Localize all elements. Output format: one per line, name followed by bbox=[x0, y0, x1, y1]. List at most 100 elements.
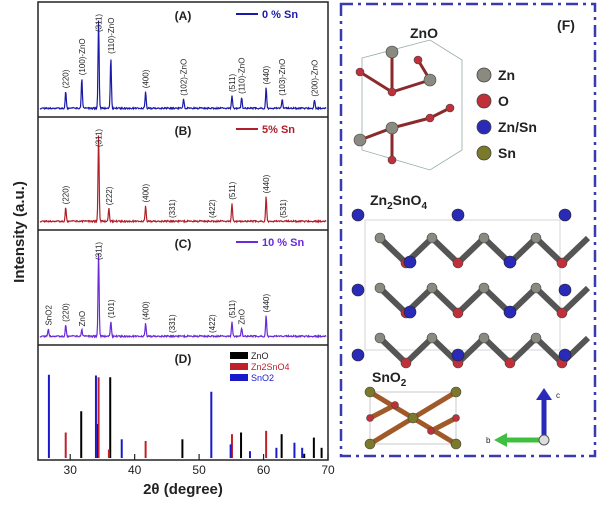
peak-label: (110)-ZnO bbox=[238, 58, 247, 94]
zn2sno4-atom-znsn bbox=[503, 305, 517, 319]
zn2sno4-atom-zn bbox=[426, 332, 438, 344]
zn2sno4-label: Zn2SnO4 bbox=[370, 192, 427, 212]
zn2sno4-bond bbox=[429, 235, 461, 266]
zn2sno4-atom-znsn bbox=[451, 348, 465, 362]
x-axis: 30 40 50 60 70 bbox=[64, 454, 335, 477]
peak-label: (311) bbox=[95, 129, 104, 147]
legend-label: 5% Sn bbox=[262, 124, 295, 136]
zn2sno4-atom-znsn bbox=[503, 255, 517, 269]
zn2sno4-atom-znsn bbox=[558, 348, 572, 362]
peak-label: (422) bbox=[208, 314, 217, 333]
zn2sno4-atom-zn bbox=[478, 232, 490, 244]
legend-swatch bbox=[230, 363, 248, 370]
sno2-atom-o bbox=[427, 427, 435, 435]
peak-label: ZnO bbox=[238, 309, 247, 325]
b-axis-label: b bbox=[486, 436, 491, 445]
zn2sno4-atom-znsn bbox=[403, 305, 417, 319]
panel-label-B: (B) bbox=[175, 124, 192, 138]
zn2sno4-bond bbox=[455, 285, 487, 316]
sno2-bond bbox=[429, 415, 458, 434]
zn2sno4-atom-znsn bbox=[558, 208, 572, 222]
legend-atom-label: Sn bbox=[498, 145, 516, 161]
peak-label: (331) bbox=[168, 199, 177, 218]
sno2-bond bbox=[368, 415, 415, 447]
spectrum-A bbox=[39, 20, 327, 111]
legend-atom-label: O bbox=[498, 93, 509, 109]
panel-label-C: (C) bbox=[175, 237, 192, 251]
legend-atom-label: Zn bbox=[498, 67, 515, 83]
zn2sno4-bond bbox=[533, 335, 565, 366]
legend-atom-zn-sn bbox=[476, 119, 492, 135]
sno2-atom-o bbox=[391, 401, 399, 409]
spectrum-C bbox=[39, 253, 327, 339]
zn2sno4-atom-znsn bbox=[558, 283, 572, 297]
sno2-atom-sn bbox=[450, 438, 462, 450]
peak-label: (400) bbox=[142, 69, 151, 88]
legend-label: ZnO bbox=[251, 351, 269, 361]
zn2sno4-atom-zn bbox=[426, 282, 438, 294]
zno-atom bbox=[387, 155, 397, 165]
legend-label: 10 % Sn bbox=[262, 237, 304, 249]
sno2-atom-o bbox=[452, 414, 460, 422]
x-tick-label: 50 bbox=[192, 463, 206, 477]
zno-bond bbox=[359, 70, 393, 94]
peak-label: (531) bbox=[279, 199, 288, 218]
legend-atom-sn bbox=[476, 145, 492, 161]
zn2sno4-bond bbox=[377, 335, 409, 366]
zno-atom bbox=[413, 55, 423, 65]
peak-label: SnO2 bbox=[44, 305, 53, 326]
zn2sno4-atom-zn bbox=[530, 232, 542, 244]
zn2sno4-atom-zn bbox=[478, 332, 490, 344]
zno-atom bbox=[353, 133, 367, 147]
peak-label: (400) bbox=[142, 301, 151, 320]
sno2-atom-sn bbox=[364, 386, 376, 398]
zn2sno4-bond bbox=[559, 235, 591, 266]
zn2sno4-bond bbox=[507, 335, 539, 366]
peak-label: (422) bbox=[208, 199, 217, 218]
peak-label: (511) bbox=[228, 300, 237, 318]
peak-label: (311) bbox=[95, 242, 104, 260]
panel-label-D: (D) bbox=[175, 352, 192, 366]
zno-atom bbox=[385, 121, 399, 135]
c-axis-label: c bbox=[556, 391, 560, 400]
zn2sno4-atom-o bbox=[452, 257, 464, 269]
sno2-atom-o bbox=[366, 414, 374, 422]
panel-label-F: (F) bbox=[557, 17, 575, 33]
x-axis-label: 2θ (degree) bbox=[143, 481, 223, 498]
zn2sno4-atom-o bbox=[556, 257, 568, 269]
zn2sno4-atom-znsn bbox=[351, 208, 365, 222]
legend-atom-o bbox=[476, 93, 492, 109]
x-tick-label: 70 bbox=[321, 463, 335, 477]
zn2sno4-atom-zn bbox=[374, 332, 386, 344]
zn2sno4-atom-znsn bbox=[351, 348, 365, 362]
legend-label: Zn2SnO4 bbox=[251, 362, 290, 372]
zn2sno4-atom-o bbox=[452, 307, 464, 319]
zno-atom bbox=[423, 73, 437, 87]
zno-atom bbox=[385, 45, 399, 59]
zn2sno4-atom-znsn bbox=[351, 283, 365, 297]
peak-label: (110)-ZnO bbox=[107, 18, 116, 54]
sno2-label: SnO2 bbox=[372, 369, 407, 389]
zno-atom bbox=[445, 103, 455, 113]
legend-swatch bbox=[230, 374, 248, 381]
legend-atom-zn bbox=[476, 67, 492, 83]
peak-label: (102)-ZnO bbox=[180, 59, 189, 96]
plot-frame bbox=[37, 1, 329, 461]
zn2sno4-structure: Zn2SnO4 bbox=[351, 192, 591, 369]
peak-label: (511) bbox=[228, 74, 237, 92]
zn2sno4-atom-zn bbox=[374, 282, 386, 294]
legend-swatch bbox=[230, 352, 248, 359]
peak-label: (440) bbox=[262, 66, 271, 85]
x-tick-label: 60 bbox=[257, 463, 271, 477]
zn2sno4-bond bbox=[403, 335, 435, 366]
sno2-structure: SnO2 bbox=[364, 369, 462, 450]
zno-cell bbox=[361, 39, 463, 171]
structures-frame bbox=[339, 2, 597, 458]
peak-label: (400) bbox=[142, 184, 151, 203]
zn2sno4-bond bbox=[429, 285, 461, 316]
panel-label-A: (A) bbox=[175, 9, 192, 23]
y-axis-label: Intensity (a.u.) bbox=[11, 181, 28, 283]
origin-atom bbox=[538, 434, 550, 446]
